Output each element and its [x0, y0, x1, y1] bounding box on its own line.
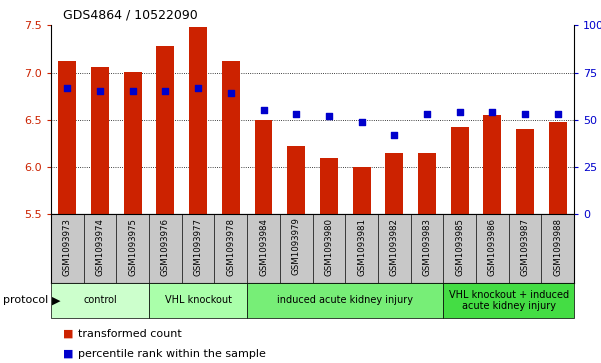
- Bar: [254, 120, 272, 363]
- Text: GSM1093987: GSM1093987: [520, 217, 529, 276]
- Bar: [516, 129, 534, 363]
- Point: [487, 109, 497, 115]
- Text: GDS4864 / 10522090: GDS4864 / 10522090: [63, 9, 198, 22]
- Text: transformed count: transformed count: [78, 329, 182, 339]
- Point: [422, 111, 432, 117]
- Text: GSM1093976: GSM1093976: [161, 217, 170, 276]
- Text: GSM1093986: GSM1093986: [488, 217, 497, 276]
- Bar: [247, 283, 443, 318]
- Point: [194, 85, 203, 91]
- Bar: [58, 61, 76, 363]
- Point: [63, 85, 72, 91]
- Text: protocol: protocol: [3, 295, 48, 305]
- Point: [226, 90, 236, 96]
- Text: GSM1093979: GSM1093979: [291, 217, 300, 276]
- Bar: [91, 67, 109, 363]
- Bar: [483, 115, 501, 363]
- Text: ■: ■: [63, 349, 73, 359]
- Text: GSM1093977: GSM1093977: [194, 217, 203, 276]
- Text: VHL knockout + induced
acute kidney injury: VHL knockout + induced acute kidney inju…: [448, 290, 569, 311]
- Text: GSM1093985: GSM1093985: [455, 217, 464, 276]
- Text: GSM1093983: GSM1093983: [423, 217, 432, 276]
- Bar: [149, 283, 247, 318]
- Text: percentile rank within the sample: percentile rank within the sample: [78, 349, 266, 359]
- Text: GSM1093973: GSM1093973: [63, 217, 72, 276]
- Point: [324, 113, 334, 119]
- Bar: [418, 153, 436, 363]
- Bar: [451, 127, 469, 363]
- Bar: [222, 61, 240, 363]
- Text: GSM1093984: GSM1093984: [259, 217, 268, 276]
- Point: [258, 107, 268, 113]
- Text: GSM1093981: GSM1093981: [357, 217, 366, 276]
- Bar: [353, 167, 371, 363]
- Text: ▶: ▶: [52, 295, 61, 305]
- Bar: [443, 283, 574, 318]
- Text: control: control: [83, 295, 117, 305]
- Bar: [156, 46, 174, 363]
- Point: [291, 111, 301, 117]
- Point: [128, 89, 138, 94]
- Point: [389, 132, 399, 138]
- Text: GSM1093975: GSM1093975: [128, 217, 137, 276]
- Point: [160, 89, 170, 94]
- Point: [455, 109, 465, 115]
- Text: GSM1093980: GSM1093980: [325, 217, 334, 276]
- Text: VHL knockout: VHL knockout: [165, 295, 231, 305]
- Point: [553, 111, 563, 117]
- Text: GSM1093988: GSM1093988: [553, 217, 562, 276]
- Bar: [124, 72, 142, 363]
- Bar: [320, 158, 338, 363]
- Point: [96, 89, 105, 94]
- Text: induced acute kidney injury: induced acute kidney injury: [277, 295, 413, 305]
- Point: [520, 111, 529, 117]
- Bar: [51, 283, 149, 318]
- Bar: [287, 146, 305, 363]
- Bar: [549, 122, 567, 363]
- Bar: [385, 153, 403, 363]
- Bar: [189, 27, 207, 363]
- Text: GSM1093978: GSM1093978: [227, 217, 236, 276]
- Point: [357, 119, 367, 125]
- Text: GSM1093974: GSM1093974: [96, 217, 105, 276]
- Text: ■: ■: [63, 329, 73, 339]
- Text: GSM1093982: GSM1093982: [389, 217, 398, 276]
